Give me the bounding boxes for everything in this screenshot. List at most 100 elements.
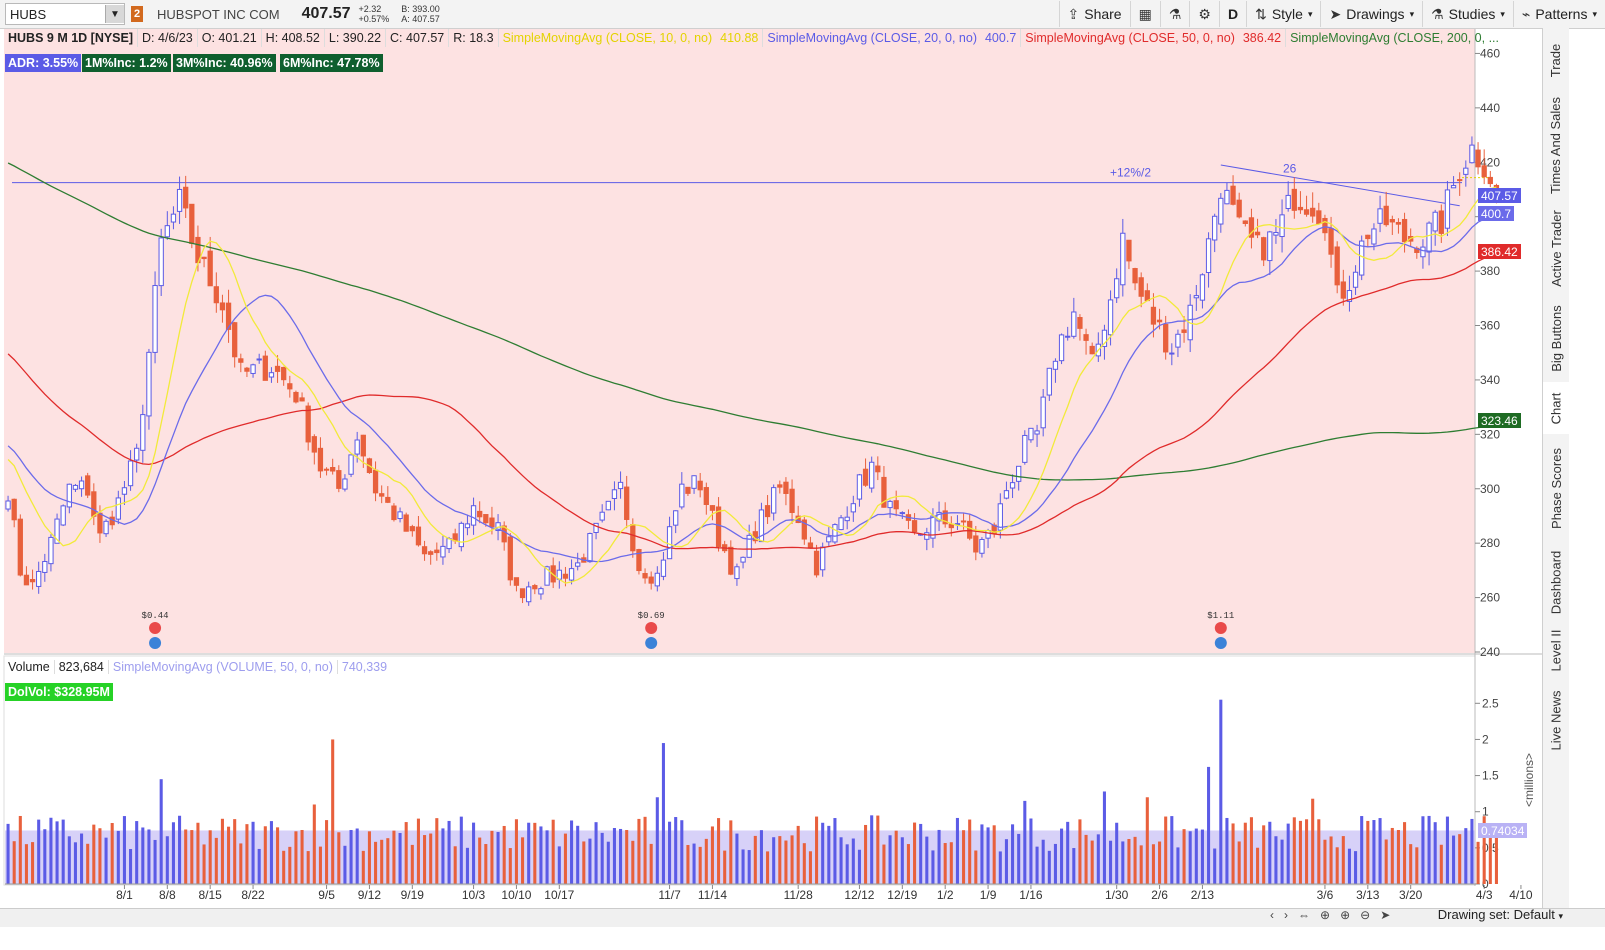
price-tick-label: 460 — [1480, 46, 1500, 60]
volume-bar — [551, 819, 555, 884]
volume-bar — [937, 829, 941, 884]
candle — [1248, 217, 1255, 238]
candle — [587, 533, 593, 563]
date-tick-label: 11/14 — [698, 888, 727, 902]
drawings-button[interactable]: ➤ Drawings ▾ — [1320, 1, 1422, 27]
pan-icon[interactable]: ⇔ — [1298, 908, 1310, 922]
candle — [1150, 306, 1157, 325]
candle — [862, 468, 869, 486]
volume-bar — [631, 840, 635, 884]
symbol-text: HUBS — [10, 6, 47, 22]
bottom-scrollbar[interactable] — [0, 908, 1605, 927]
link-badge[interactable]: 2 — [131, 6, 143, 22]
price-chart[interactable]: 240260280300320340360380400420440460+12%… — [0, 0, 1542, 908]
volume-bar — [1323, 839, 1327, 884]
candle — [1003, 490, 1010, 499]
volume-bar — [784, 840, 788, 884]
style-label: Style — [1271, 6, 1303, 22]
candle — [771, 487, 777, 514]
tab-live-news[interactable]: Live News — [1543, 680, 1569, 760]
volume-bar — [288, 846, 292, 884]
candle — [1395, 221, 1402, 225]
volume-bar — [514, 819, 518, 884]
price-tick-label: 260 — [1480, 591, 1500, 605]
candle — [746, 534, 752, 558]
volume-bar — [423, 835, 427, 884]
tab-chart[interactable]: Chart — [1543, 382, 1569, 434]
sma50-legend[interactable]: SimpleMovingAvg (CLOSE, 50, 0, no) 386.42 — [1021, 29, 1287, 47]
candle — [1432, 211, 1438, 232]
settings-button[interactable]: ⚙ — [1189, 1, 1219, 27]
sma20-legend[interactable]: SimpleMovingAvg (CLOSE, 20, 0, no) 400.7 — [763, 29, 1022, 47]
chevron-down-icon: ▾ — [1558, 911, 1563, 921]
candle — [85, 475, 91, 496]
candle — [1034, 430, 1040, 435]
scroll-left-icon[interactable]: ‹ — [1270, 908, 1274, 922]
studies-button[interactable]: ⚗ Studies ▾ — [1422, 1, 1513, 27]
volume-bar — [1311, 798, 1315, 884]
date-tick-label: 4/10 — [1509, 888, 1533, 902]
date-tick-label: 1/9 — [980, 888, 997, 902]
volume-bar — [1102, 791, 1106, 884]
tab-times-and-sales[interactable]: Times And Sales — [1543, 90, 1569, 200]
tab-dashboard[interactable]: Dashboard — [1543, 542, 1569, 622]
sma200-legend[interactable]: SimpleMovingAvg (CLOSE, 200, 0, ... — [1286, 29, 1503, 47]
tab-big-buttons[interactable]: Big Buttons — [1543, 296, 1569, 380]
volume-bar — [37, 819, 41, 884]
bid-ask: B: 393.00 A: 407.57 — [401, 4, 440, 24]
price-tick-label: 360 — [1480, 319, 1500, 333]
sma10-legend[interactable]: SimpleMovingAvg (CLOSE, 10, 0, no) 410.88 — [499, 29, 764, 47]
symbol-input[interactable]: HUBS ▼ — [5, 3, 125, 25]
last-price: 407.57 — [301, 5, 351, 22]
candle — [1022, 434, 1028, 463]
volume-bar — [974, 850, 978, 884]
candle — [501, 525, 507, 543]
patterns-button[interactable]: ⌁ Patterns ▾ — [1512, 1, 1605, 27]
studies-label: Studies — [1448, 6, 1496, 22]
date-tick-label: 2/13 — [1191, 888, 1215, 902]
patterns-label: Patterns — [1535, 6, 1588, 22]
volume-bar — [600, 832, 604, 884]
candle — [1261, 237, 1267, 261]
drawing-set-selector[interactable]: Drawing set: Default ▾ — [1438, 907, 1563, 922]
tab-phase-scores[interactable]: Phase Scores — [1543, 438, 1569, 538]
style-button[interactable]: ⇅ Style ▾ — [1246, 1, 1320, 27]
share-button[interactable]: ⇪ Share — [1058, 1, 1130, 27]
volume-bar — [563, 833, 567, 884]
volume-bar — [998, 851, 1002, 884]
candle — [764, 505, 771, 518]
volume-bar — [61, 819, 65, 884]
tab-trade[interactable]: Trade — [1543, 34, 1569, 86]
volume-bar — [502, 825, 506, 884]
scroll-right-icon[interactable]: › — [1284, 908, 1288, 922]
sma10-line — [7, 186, 1497, 584]
volume-sma-label[interactable]: SimpleMovingAvg (VOLUME, 50, 0, no) — [109, 660, 338, 674]
candle — [881, 476, 887, 508]
candle — [1107, 299, 1114, 336]
volume-bar — [196, 822, 200, 884]
crosshair-icon[interactable]: ⊕ — [1320, 908, 1331, 922]
tab-active-trader[interactable]: Active Trader — [1543, 204, 1569, 292]
flask-icon: ⚗ — [1168, 5, 1182, 22]
volume-bar — [772, 837, 776, 884]
chevron-down-icon[interactable]: ▼ — [105, 5, 124, 23]
volume-bar — [753, 835, 757, 884]
candle — [728, 546, 734, 575]
calendar-button[interactable]: ▦ — [1129, 1, 1160, 27]
volume-bar — [239, 843, 243, 884]
volume-bar — [1047, 850, 1051, 884]
candle — [526, 586, 532, 603]
candle — [507, 536, 513, 581]
zoom-out-icon[interactable]: ⊖ — [1360, 908, 1371, 922]
info-high: H: 408.52 — [262, 29, 325, 47]
tab-level-ii[interactable]: Level II — [1543, 626, 1569, 674]
volume-bar — [1225, 817, 1229, 884]
tab-live-news-label: Live News — [1548, 690, 1564, 750]
price-tick-label: 320 — [1480, 427, 1500, 441]
volume-bar — [882, 844, 886, 884]
zoom-in-icon[interactable]: ⊕ — [1340, 908, 1351, 922]
candle — [703, 487, 709, 505]
cursor-icon[interactable]: ➤ — [1380, 908, 1391, 922]
timeframe-button[interactable]: D — [1218, 1, 1246, 27]
flask-button[interactable]: ⚗ — [1159, 1, 1190, 27]
